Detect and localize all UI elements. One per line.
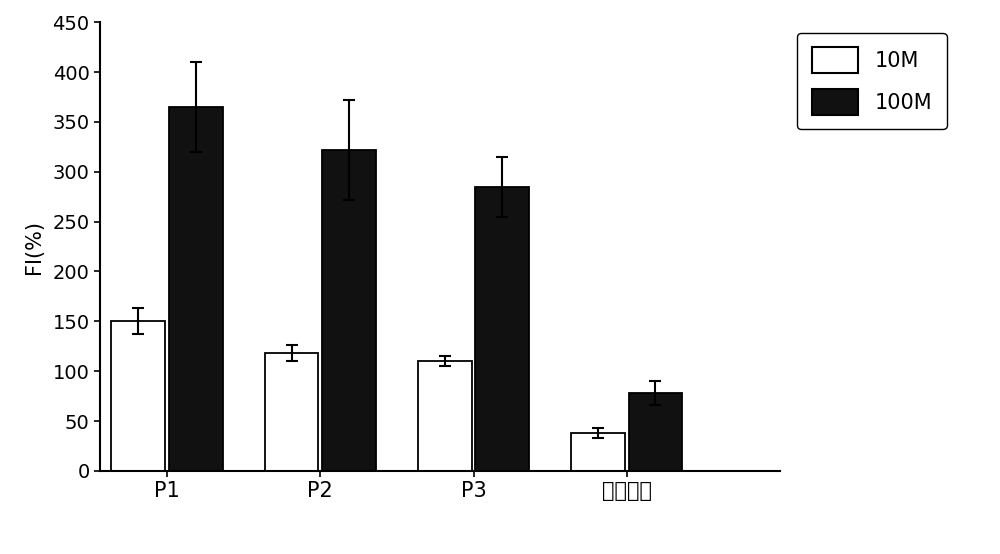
Bar	[629, 393, 682, 471]
Bar	[169, 107, 223, 471]
Bar	[475, 187, 529, 471]
Bar	[111, 321, 165, 471]
Bar	[571, 433, 625, 471]
Legend: 10M, 100M: 10M, 100M	[797, 33, 947, 129]
Bar	[265, 353, 318, 471]
Bar	[418, 361, 472, 471]
Bar	[322, 150, 376, 471]
Y-axis label: FI(%): FI(%)	[24, 219, 44, 274]
